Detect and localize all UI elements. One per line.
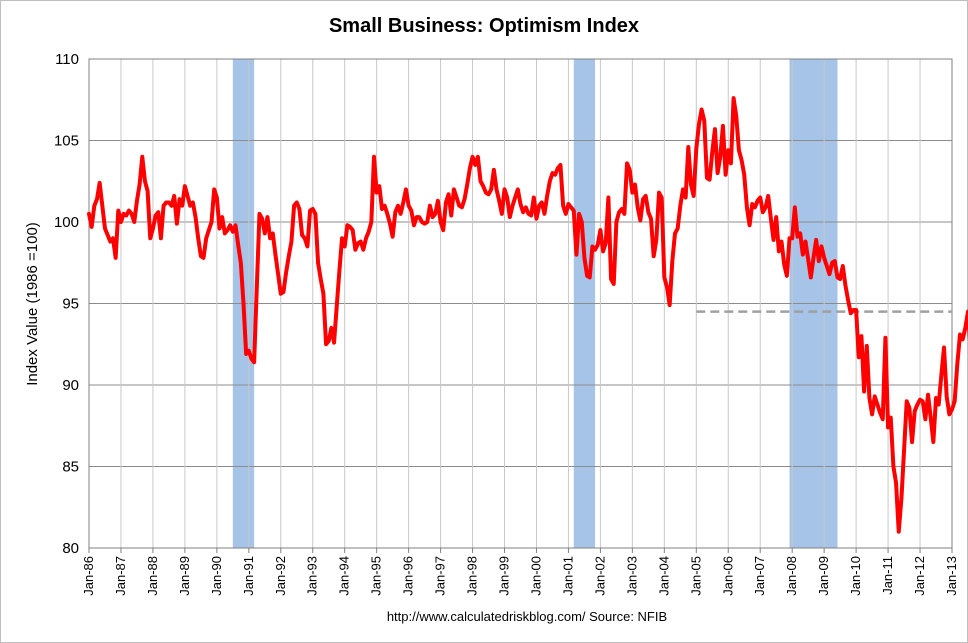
x-tick-label: Jan-01 [560,556,575,596]
x-tick-label: Jan-91 [241,556,256,596]
y-tick-label: 110 [55,51,79,68]
x-tick-label: Jan-12 [912,556,927,596]
x-tick-label: Jan-98 [465,556,480,596]
x-tick-label: Jan-97 [433,556,448,596]
x-tick-label: Jan-07 [752,556,767,596]
x-tick-label: Jan-09 [816,556,831,596]
x-tick-label: Jan-03 [624,556,639,596]
x-tick-label: Jan-02 [592,556,607,596]
y-tick-label: 80 [62,540,79,557]
x-tick-label: Jan-95 [369,556,384,596]
x-tick-label: Jan-13 [944,556,959,596]
plot-area [88,58,953,549]
x-tick-label: Jan-06 [720,556,735,596]
x-tick-label: Jan-90 [209,556,224,596]
x-tick-label: Jan-05 [688,556,703,596]
x-tick-label: Jan-92 [273,556,288,596]
source-note: http://www.calculatedriskblog.com/ Sourc… [387,609,667,624]
y-tick-label: 100 [54,214,79,231]
x-tick-label: Jan-99 [497,556,512,596]
x-tick-label: Jan-88 [145,556,160,596]
x-tick-label: Jan-86 [81,556,96,596]
x-tick-label: Jan-08 [784,556,799,596]
x-tick-label: Jan-89 [177,556,192,596]
y-tick-label: 90 [62,377,79,394]
y-tick-label: 85 [62,459,79,476]
x-tick-label: Jan-10 [848,556,863,596]
y-axis-label: Index Value (1986 =100) [24,222,41,386]
chart-title: Small Business: Optimism Index [329,15,639,37]
x-axis-ticks: Jan-86 Jan-87 Jan-88 Jan-89 Jan-90 Jan-91 Jan-… [81,548,959,596]
x-tick-label: Jan-00 [528,556,543,596]
x-tick-label: Jan-04 [656,556,671,596]
x-tick-label: Jan-87 [113,556,128,596]
x-tick-label: Jan-96 [401,556,416,596]
series-group [87,96,968,534]
y-tick-label: 95 [62,296,79,313]
series-line [87,96,968,534]
x-tick-label: Jan-94 [337,556,352,596]
x-tick-label: Jan-93 [305,556,320,596]
x-tick-label: Jan-11 [880,556,895,595]
y-axis-ticks: 80 85 90 95 100 105 110 [54,51,79,557]
y-tick-label: 105 [54,133,79,150]
